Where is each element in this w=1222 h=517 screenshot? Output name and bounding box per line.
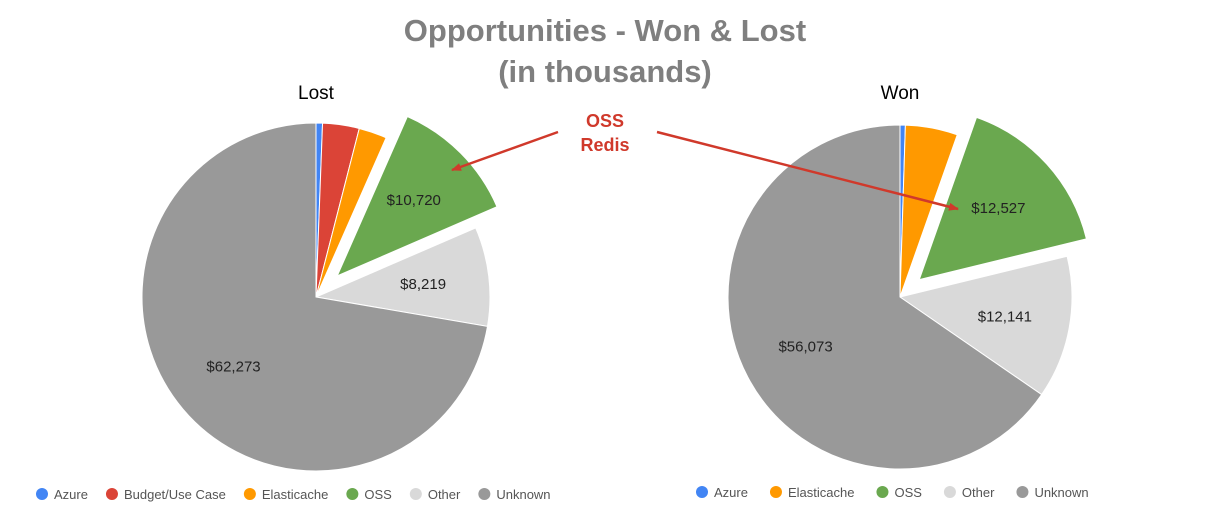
oss-redis-callout: OSS Redis xyxy=(451,111,959,211)
pie-slice-won-unknown xyxy=(727,124,1043,470)
legend-marker-won-azure xyxy=(696,486,708,498)
chart-title-line2: (in thousands) xyxy=(498,54,712,89)
pie-title-won: Won xyxy=(881,83,920,104)
legend-label-won-oss: OSS xyxy=(894,485,922,500)
pie-chart-lost: Lost $10,720 $8,219 $62,273 Azure Budget/Use … xyxy=(36,83,551,502)
data-label-lost-other: $8,219 xyxy=(400,276,446,293)
legend-label-lost-other: Other xyxy=(428,487,461,502)
legend-marker-lost-elasticache xyxy=(243,488,256,500)
legend-marker-won-elasticache xyxy=(769,486,782,498)
legend-label-lost-unknown: Unknown xyxy=(496,487,550,502)
legend-label-lost-azure: Azure xyxy=(54,487,88,502)
legend-label-won-unknown: Unknown xyxy=(1034,485,1088,500)
data-label-lost-oss: $10,720 xyxy=(387,192,441,209)
legend-marker-lost-azure xyxy=(36,488,48,500)
legend-marker-won-oss xyxy=(876,486,889,498)
legend-marker-won-other xyxy=(943,486,956,498)
legend-label-won-other: Other xyxy=(962,485,995,500)
callout-arrow-right xyxy=(656,130,959,211)
pie-slice-lost-oss xyxy=(336,115,498,277)
pie-title-lost: Lost xyxy=(298,83,335,104)
legend-marker-lost-budget-use-case xyxy=(105,488,118,500)
pie-slice-lost-unknown xyxy=(141,122,489,472)
pie-slice-won-other xyxy=(898,255,1073,396)
data-label-won-oss: $12,527 xyxy=(971,200,1025,217)
data-label-lost-unknown: $62,273 xyxy=(206,359,260,376)
legend-label-lost-budget-use-case: Budget/Use Case xyxy=(124,487,226,502)
pie-slice-won-elasticache xyxy=(899,124,958,298)
legend-marker-lost-oss xyxy=(346,488,359,500)
legend-label-lost-elasticache: Elasticache xyxy=(262,487,328,502)
data-label-won-other: $12,141 xyxy=(978,308,1032,325)
callout-line1: OSS xyxy=(586,111,624,131)
legend-marker-lost-unknown xyxy=(478,488,491,500)
callout-line2: Redis xyxy=(580,135,629,155)
legend-marker-lost-other xyxy=(409,488,422,500)
callout-arrow-left xyxy=(451,130,559,172)
legend-label-won-azure: Azure xyxy=(714,485,748,500)
legend-marker-won-unknown xyxy=(1016,486,1029,498)
data-label-won-unknown: $56,073 xyxy=(778,339,832,356)
legend-label-lost-oss: OSS xyxy=(364,487,392,502)
pie-chart-won: Won $12,527 $12,141 $56,073 Azure Elasticache… xyxy=(696,83,1089,500)
pie-slice-lost-elasticache xyxy=(315,127,387,298)
pie-slice-lost-other xyxy=(314,227,491,327)
chart-title-line1: Opportunities - Won & Lost xyxy=(404,13,806,48)
legend-label-won-elasticache: Elasticache xyxy=(788,485,854,500)
pie-slice-won-oss xyxy=(918,116,1088,281)
